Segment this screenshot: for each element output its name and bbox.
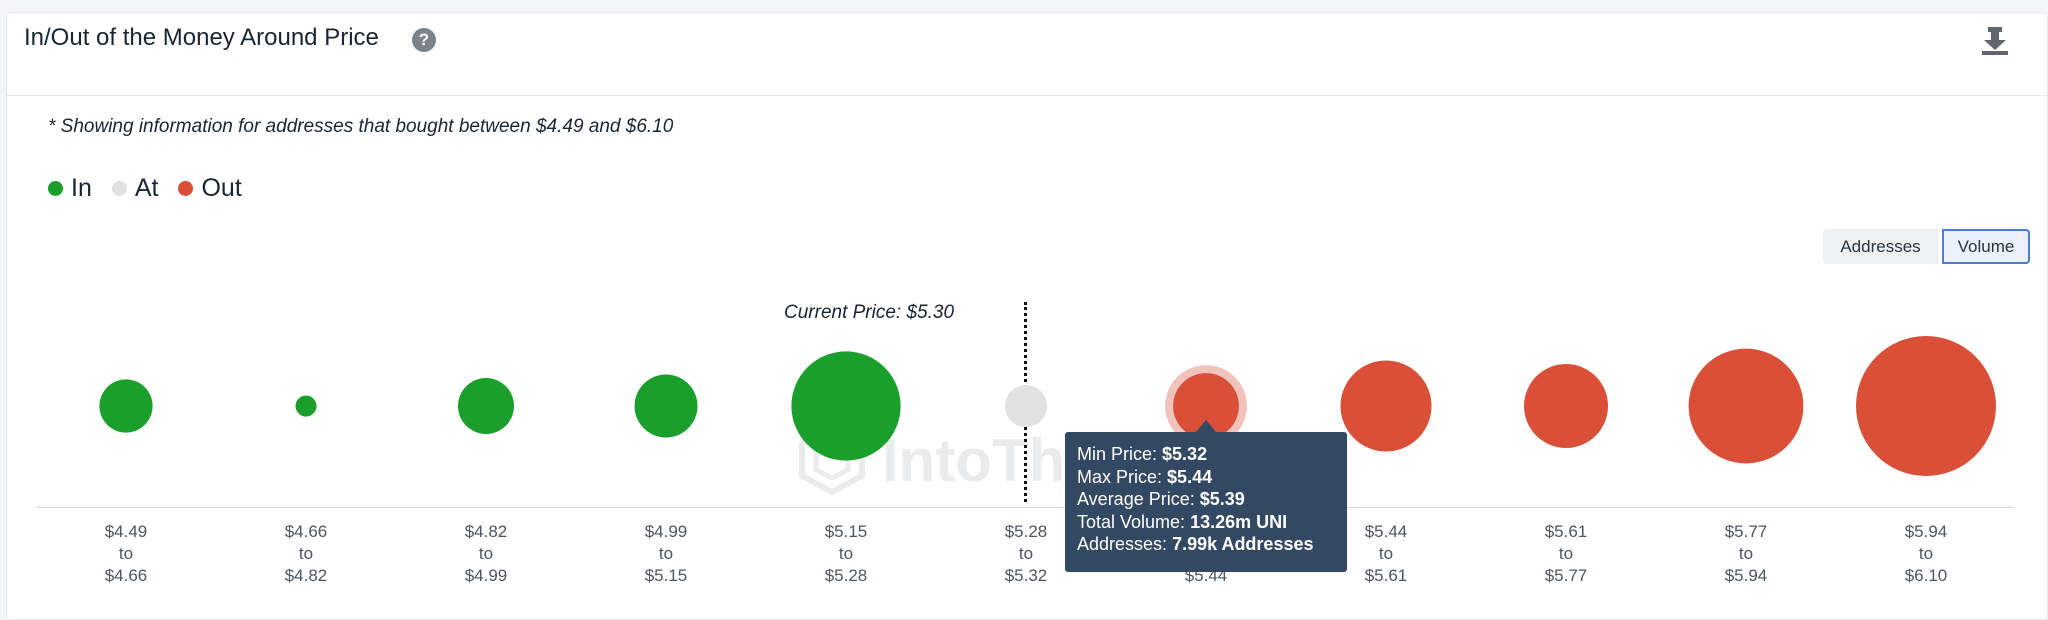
x-tick-to-word: to <box>1378 544 1394 563</box>
tooltip-avg-label: Average Price: <box>1077 489 1195 509</box>
bubble-at[interactable] <box>1005 385 1047 427</box>
tooltip-min-row: Min Price: $5.32 <box>1077 443 1335 466</box>
x-tick-label: $5.94 to $6.10 <box>1866 521 1986 587</box>
chart-title: In/Out of the Money Around Price <box>24 24 379 51</box>
x-tick-from: $4.66 <box>284 522 328 541</box>
tooltip-min-label: Min Price: <box>1077 444 1158 464</box>
x-tick-to: $5.32 <box>1004 566 1048 585</box>
bubble-tooltip: Min Price: $5.32 Max Price: $5.44 Averag… <box>1065 432 1347 572</box>
x-tick-label: $5.28 to $5.32 <box>966 521 1086 587</box>
tooltip-max-value: $5.44 <box>1167 466 1213 487</box>
bubble-out[interactable] <box>1856 336 1996 476</box>
legend-label-out: Out <box>201 174 242 202</box>
x-tick-from: $5.44 <box>1364 522 1408 541</box>
x-tick-label: $4.99 to $5.15 <box>606 521 726 587</box>
tooltip-max-row: Max Price: $5.44 <box>1077 466 1335 489</box>
x-tick-to-word: to <box>1738 544 1754 563</box>
bubble-out[interactable] <box>1688 348 1804 464</box>
x-tick-from: $4.49 <box>104 522 148 541</box>
tooltip-volume-row: Total Volume: 13.26m UNI <box>1077 511 1335 534</box>
current-price-label: Current Price: $5.30 <box>784 302 955 323</box>
x-tick-to-word: to <box>298 544 314 563</box>
legend-item-in[interactable]: In <box>48 174 92 203</box>
volume-button[interactable]: Volume <box>1942 229 2030 264</box>
tooltip-min-value: $5.32 <box>1162 444 1208 464</box>
x-tick-to: $5.94 <box>1724 566 1768 585</box>
x-tick-label: $4.66 to $4.82 <box>246 521 366 587</box>
download-icon[interactable] <box>1978 24 2012 58</box>
x-tick-to-word: to <box>1918 544 1934 563</box>
x-tick-from: $5.77 <box>1724 522 1768 541</box>
watermark-logo: IntoThe <box>792 420 1099 500</box>
x-tick-label: $5.44 to $5.61 <box>1326 521 1446 587</box>
x-tick-label: $4.82 to $4.99 <box>426 521 546 587</box>
x-tick-to-word: to <box>478 544 494 563</box>
legend-item-at[interactable]: At <box>111 174 159 203</box>
x-tick-to-word: to <box>658 544 674 563</box>
x-tick-to-word: to <box>1018 544 1034 563</box>
chart-subtitle: * Showing information for addresses that… <box>48 116 674 137</box>
x-tick-from: $5.94 <box>1904 522 1948 541</box>
bubble-in[interactable] <box>634 374 698 438</box>
tooltip-max-label: Max Price: <box>1077 466 1163 487</box>
x-tick-to: $5.77 <box>1544 566 1588 585</box>
tooltip-volume-label: Total Volume: <box>1077 511 1186 532</box>
legend-label-at: At <box>134 174 159 202</box>
legend-dot-out <box>178 181 194 196</box>
x-tick-from: $5.15 <box>824 522 868 541</box>
tooltip-avg-row: Average Price: $5.39 <box>1077 488 1335 511</box>
question-circle-icon[interactable]: ? <box>412 28 436 52</box>
legend-label-in: In <box>71 174 92 202</box>
tooltip-volume-value: 13.26m UNI <box>1190 511 1288 532</box>
tooltip-arrow <box>1196 420 1216 432</box>
x-tick-label: $5.77 to $5.94 <box>1686 521 1806 587</box>
legend: In At Out <box>48 174 262 203</box>
chart-card <box>6 12 2048 620</box>
bubble-in[interactable] <box>295 395 317 417</box>
metric-toggle: Addresses Volume <box>1823 229 2030 264</box>
x-tick-to: $4.82 <box>284 566 328 585</box>
x-tick-to: $4.66 <box>104 566 148 585</box>
x-tick-to-word: to <box>1558 544 1574 563</box>
watermark-text: IntoThe <box>882 426 1099 494</box>
legend-item-out[interactable]: Out <box>178 174 242 203</box>
tooltip-avg-value: $5.39 <box>1199 489 1245 509</box>
bubble-out[interactable] <box>1173 373 1239 439</box>
tooltip-addresses-label: Addresses: <box>1077 534 1168 554</box>
x-tick-from: $4.82 <box>464 522 508 541</box>
bubble-in[interactable] <box>791 351 901 461</box>
tooltip-addresses-row: Addresses: 7.99k Addresses <box>1077 533 1335 556</box>
x-tick-from: $5.61 <box>1544 522 1588 541</box>
tooltip-addresses-value: 7.99k Addresses <box>1172 534 1314 554</box>
x-tick-from: $4.99 <box>644 522 688 541</box>
x-tick-label: $5.15 to $5.28 <box>786 521 906 587</box>
bubble-out[interactable] <box>1340 360 1432 452</box>
x-tick-to-word: to <box>838 544 854 563</box>
legend-dot-at <box>111 181 127 196</box>
x-tick-to: $5.15 <box>644 566 688 585</box>
x-tick-label: $5.61 to $5.77 <box>1506 521 1626 587</box>
x-tick-to: $6.10 <box>1904 566 1948 585</box>
addresses-button[interactable]: Addresses <box>1823 229 1938 264</box>
legend-dot-in <box>48 181 63 196</box>
card-header <box>7 13 2047 96</box>
bubble-in[interactable] <box>458 378 514 434</box>
x-tick-to-word: to <box>118 544 134 563</box>
x-tick-to: $5.61 <box>1364 566 1408 585</box>
x-tick-to: $5.28 <box>824 566 868 585</box>
bubble-in[interactable] <box>99 379 153 433</box>
x-tick-label: $4.49 to $4.66 <box>66 521 186 587</box>
bubble-out[interactable] <box>1524 364 1608 448</box>
x-tick-from: $5.28 <box>1004 522 1048 541</box>
x-axis-line <box>36 507 2014 508</box>
x-tick-to: $4.99 <box>464 566 508 585</box>
